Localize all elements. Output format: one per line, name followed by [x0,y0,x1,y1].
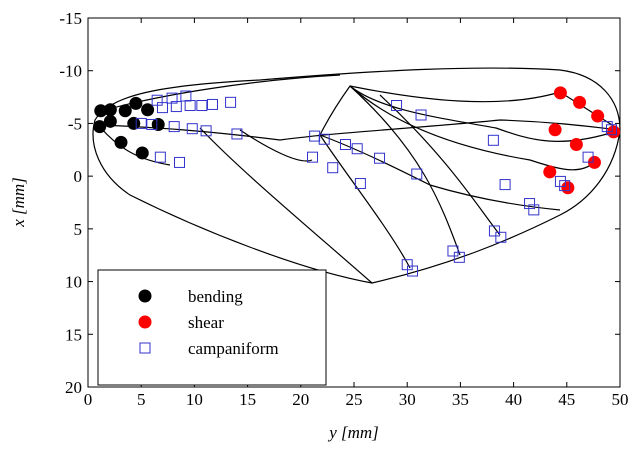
point [407,265,419,277]
y-tick-label: -15 [59,9,82,28]
x-tick-label: 15 [239,390,256,409]
point [559,180,571,192]
point [587,155,601,169]
y-tick-label: 20 [65,378,82,397]
point [146,118,158,130]
point [307,151,319,163]
point [447,245,459,257]
point [225,96,237,108]
legend-marker [138,289,152,303]
point [103,114,117,128]
point [94,104,108,118]
point [553,86,567,100]
x-tick-label: 50 [612,390,629,409]
point [114,135,128,149]
point [174,156,186,168]
point [488,225,500,237]
point [573,95,587,109]
point [554,175,566,187]
x-tick-label: 30 [399,390,416,409]
y-tick-label: 0 [74,167,83,186]
x-tick-label: 45 [558,390,575,409]
x-tick-label: 5 [137,390,146,409]
point [569,138,583,152]
point [156,102,168,114]
point [186,123,198,135]
point [524,198,536,210]
legend-marker [139,342,151,354]
point [354,178,366,190]
wing-outline [92,67,621,284]
point [170,101,182,113]
legend: bending shear campaniform [97,269,327,386]
legend-box [97,269,327,386]
y-tick-label: 5 [74,220,83,239]
x-axis-label: y [mm] [327,423,379,442]
point [168,121,180,133]
legend-marker [138,315,152,329]
y-tick-label: 10 [65,273,82,292]
y-tick-label: -5 [68,114,82,133]
x-tick-label: 35 [452,390,469,409]
y-axis-label: x [mm] [9,177,28,228]
x-tick-label: 25 [346,390,363,409]
point [415,109,427,121]
point [391,100,403,112]
x-tick-label: 40 [505,390,522,409]
point [129,96,143,110]
point [184,100,196,112]
point [166,92,178,104]
point [582,151,594,163]
y-tick-label: -10 [59,62,82,81]
y-tick-label: 15 [65,325,82,344]
point [351,143,363,155]
point [601,121,613,133]
legend-label: bending [188,287,243,306]
point [374,152,386,164]
point [135,146,149,160]
point [154,151,166,163]
point [231,128,243,140]
point [327,162,339,174]
point [93,120,107,134]
point [180,90,192,102]
point [591,109,605,123]
point [605,124,617,136]
x-tick-label: 0 [84,390,93,409]
point [561,181,575,195]
x-tick-label: 10 [186,390,203,409]
point [528,204,540,216]
point [411,168,423,180]
point [196,100,208,112]
x-tick-label: 20 [292,390,309,409]
point [200,125,212,137]
point [487,134,499,146]
point [127,116,141,130]
legend-label: campaniform [188,339,279,358]
point [548,123,562,137]
point [206,98,218,110]
point [495,231,507,243]
legend-label: shear [188,313,224,332]
point [499,179,511,191]
point [543,165,557,179]
point [151,117,165,131]
point [339,139,351,151]
point [453,251,465,263]
point [103,103,117,117]
point [118,104,132,118]
point [318,133,330,145]
point [141,103,155,117]
point [135,117,147,129]
